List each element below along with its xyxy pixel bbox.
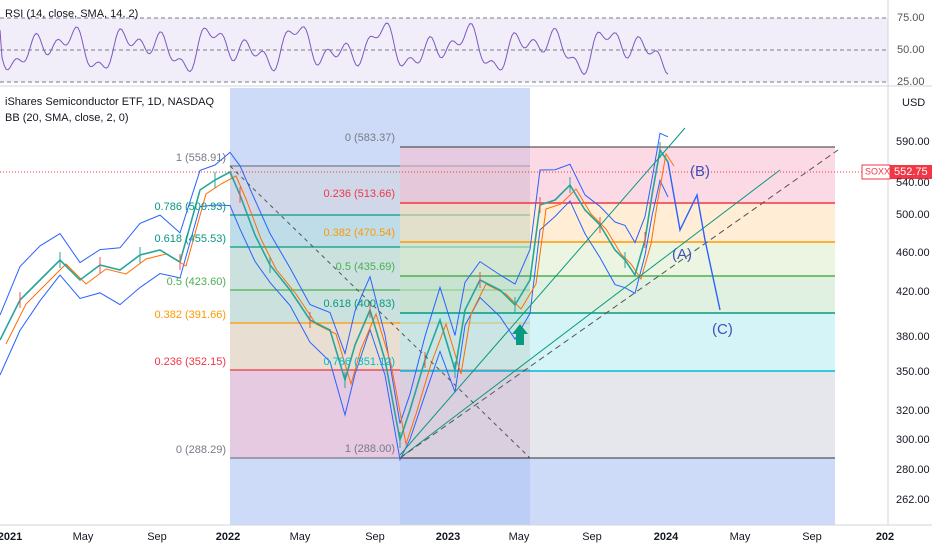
time-tick: Sep [147,531,167,543]
fib-label: 1 (288.00) [345,443,395,455]
currency: USD [902,97,925,109]
rsi-label: RSI (14, close, SMA, 14, 2) [5,8,138,20]
time-tick: May [730,531,751,543]
time-tick: Sep [582,531,602,543]
chart-title: iShares Semiconductor ETF, 1D, NASDAQ [5,96,215,108]
price-tick: 380.00 [896,331,930,343]
fib-band [400,371,835,458]
price-tick: 460.00 [896,247,930,259]
bollinger-upper [0,132,669,424]
time-tick: 2024 [654,531,679,543]
price [0,147,669,444]
date-range-highlight [400,458,835,525]
time-tick: 2022 [216,531,240,543]
wave-label: (C) [712,321,733,338]
price-tick: 350.00 [896,366,930,378]
trend-line [229,165,531,459]
fib-label: 0.382 (391.66) [154,309,226,321]
price-plot [0,17,932,462]
fib-label: 0.618 (400.83) [323,298,395,310]
fib-label: 1 (558.91) [176,152,226,164]
price-tick: 540.00 [896,177,930,189]
price-tick: 262.00 [896,494,930,506]
price-tick: 300.00 [896,434,930,446]
price-tick: 420.00 [896,286,930,298]
price-tick: 500.00 [896,209,930,221]
indicator-label: BB (20, SMA, close, 2, 0) [5,112,129,124]
fib-band [400,242,835,276]
time-tick: 202 [876,531,894,543]
fib-band [400,147,835,203]
fib-label: 0.5 (435.69) [336,261,395,273]
price-tick: 590.00 [896,136,930,148]
fib-label: 0.786 (351.12) [323,356,395,368]
time-tick: 2021 [0,531,22,543]
fib-label: 0.382 (470.54) [323,227,395,239]
trend-line [399,169,781,459]
arrow-up [512,324,528,345]
time-tick: 2023 [436,531,460,543]
symbol: SOXX [865,166,890,176]
fib-label: 0.5 (423.60) [167,276,226,288]
rsi-tick: 50.00 [897,44,925,56]
fib-label: 0.786 (500.93) [154,201,226,213]
rsi-tick: 75.00 [897,12,925,24]
wave-label: (A) [672,246,692,263]
price-tag [890,165,932,179]
fib-band [400,313,835,371]
fib-label: 0 (583.37) [345,132,395,144]
fib-label: 0.236 (352.15) [154,356,226,368]
bollinger-lower [0,179,669,462]
labels: 1 (558.91) 0.786 (500.93) 0.618 (455.53) 0.… [0,8,930,543]
trend-line [399,127,686,456]
time-tick: Sep [365,531,385,543]
price-tick: 280.00 [896,464,930,476]
price-tick: 320.00 [896,405,930,417]
fib-label: 0.236 (513.66) [323,188,395,200]
time-tick: Sep [802,531,822,543]
wave-label: (B) [690,163,710,180]
fib-label: 0 (288.29) [176,444,226,456]
rsi-line [0,22,669,76]
time-tick: May [509,531,530,543]
price: 552.75 [894,166,928,178]
rsi-tick: 25.00 [897,76,925,88]
fib-label: 0.618 (455.53) [154,233,226,245]
wave-projection [667,161,721,311]
time-tick: May [73,531,94,543]
time-tick: May [290,531,311,543]
